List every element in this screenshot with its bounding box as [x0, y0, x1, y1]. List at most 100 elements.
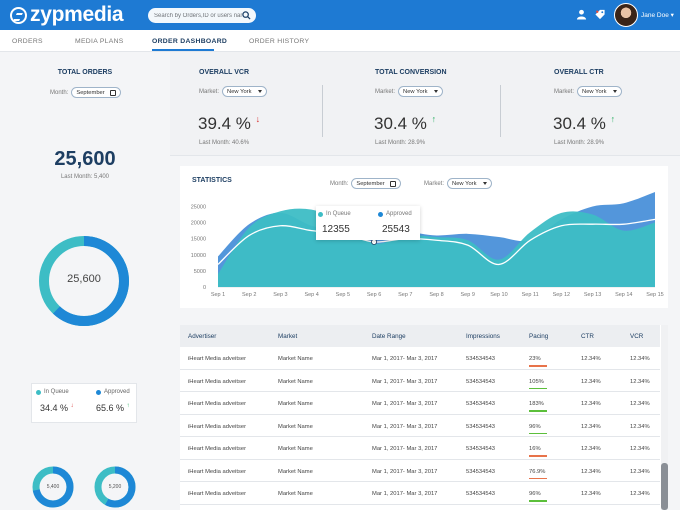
table-row[interactable]: iHeart Media adveitser Market Name Mar 1, …: [180, 347, 660, 370]
queue-percent: 34.4 % ↓: [40, 403, 74, 413]
market-select[interactable]: New York: [222, 86, 267, 97]
user-icon[interactable]: [576, 9, 587, 20]
total-orders-panel: TOTAL ORDERS Month: September 25,600 Las…: [0, 52, 170, 510]
cell-pacing: 105%: [529, 378, 544, 385]
pacing-indicator: [529, 387, 547, 389]
series-area-approved: [218, 208, 655, 287]
tab-order-history[interactable]: ORDER HISTORY: [249, 38, 310, 45]
market-value: New York: [452, 180, 477, 187]
kpi-overall-ctr: OVERALL CTR Market: New York 30.4 % ↑ Las…: [525, 52, 680, 156]
kpi-title: OVERALL VCR: [199, 69, 250, 76]
orders-table: Advertiser Market Date Range Impressions…: [180, 325, 668, 510]
table-row[interactable]: iHeart Media adveitser Market Name Mar 1, …: [180, 415, 660, 437]
trend-down-icon: ↓: [70, 403, 74, 409]
col-market[interactable]: Market: [278, 333, 298, 340]
market-value: New York: [582, 88, 607, 95]
cell-vcr: 12.34%: [630, 356, 650, 362]
cell-ctr: 12.34%: [581, 423, 601, 430]
cell-vcr: 12.34%: [630, 491, 650, 497]
cell-vcr: 12.34%: [630, 401, 650, 407]
tab-media-plans[interactable]: MEDIA PLANS: [75, 38, 124, 45]
cell-advertiser: iHeart Media adveitser: [188, 468, 246, 475]
table-row[interactable]: iHeart Media adveitser Market Name Mar 1, …: [180, 437, 660, 460]
orders-donut: [39, 236, 129, 326]
tab-order-dashboard[interactable]: ORDER DASHBOARD: [152, 38, 228, 45]
kpi-last-month: Last Month: 40.6%: [199, 140, 250, 146]
approved-dot-icon: [378, 211, 383, 217]
col-impressions[interactable]: Impressions: [466, 333, 500, 340]
user-menu[interactable]: Jane Doe ▾: [641, 11, 674, 19]
month-picker[interactable]: September: [351, 178, 401, 189]
table-row[interactable]: iHeart Media adveitser Market Name Mar 1, …: [180, 482, 660, 505]
x-tick-label: Sep 1: [211, 292, 225, 298]
y-tick-label: 0: [203, 285, 206, 291]
month-label: Month:: [50, 89, 69, 96]
table-row[interactable]: iHeart Media adveitser Market Name Mar 1, …: [180, 392, 660, 415]
x-tick-label: Sep 12: [553, 292, 570, 298]
cell-market: Market Name: [278, 378, 313, 385]
market-select[interactable]: New York: [577, 86, 622, 97]
hover-marker[interactable]: [371, 238, 378, 245]
donut-arc: [94, 466, 136, 508]
market-select[interactable]: New York: [447, 178, 492, 189]
chart-tooltip: In Queue Approved 12355 25543: [316, 206, 420, 240]
table-row[interactable]: iHeart Media adveitser Market Name Mar 1, …: [180, 370, 660, 392]
col-advertiser[interactable]: Advertiser: [188, 333, 217, 340]
cell-advertiser: iHeart Media adveitser: [188, 401, 246, 407]
search-box[interactable]: [148, 8, 256, 23]
tab-orders[interactable]: ORDERS: [12, 38, 43, 45]
cell-advertiser: iHeart Media adveitser: [188, 446, 246, 452]
x-tick-label: Sep 8: [429, 292, 443, 298]
kpi-panel: OVERALL VCR Market: New York 39.4 % ↓ Las…: [170, 52, 680, 156]
cell-pacing: 76.9%: [529, 468, 546, 475]
y-tick-label: 5000: [194, 269, 206, 275]
cell-impressions: 534534543: [466, 468, 496, 475]
cell-date: Mar 1, 2017- Mar 3, 2017: [372, 491, 438, 497]
col-date-range[interactable]: Date Range: [372, 333, 406, 340]
queue-approved-card: In Queue Approved 34.4 % ↓ 65.6 % ↑: [31, 383, 137, 423]
cell-market: Market Name: [278, 446, 313, 452]
search-icon[interactable]: [242, 11, 251, 20]
cell-pacing: 96%: [529, 423, 541, 430]
avatar[interactable]: [614, 3, 638, 27]
col-vcr[interactable]: VCR: [630, 333, 644, 340]
table-header: Advertiser Market Date Range Impressions…: [180, 325, 660, 347]
divider: [500, 85, 501, 137]
cell-pacing: 23%: [529, 356, 541, 362]
col-ctr[interactable]: CTR: [581, 333, 594, 340]
active-tab-indicator: [152, 49, 214, 51]
trend-up-icon: ↑: [431, 114, 437, 124]
caret-down-icon: [612, 90, 617, 93]
month-label: Month:: [330, 180, 349, 187]
total-orders-value: 25,600: [54, 148, 116, 170]
chevron-down-icon: ▾: [670, 12, 674, 19]
logo[interactable]: zypmedia: [10, 3, 124, 26]
cell-impressions: 534534543: [466, 401, 496, 407]
cell-vcr: 12.34%: [630, 378, 650, 385]
chart-month-filter: Month: September: [330, 178, 401, 189]
market-label: Market:: [199, 88, 220, 95]
pacing-indicator: [529, 410, 547, 412]
col-pacing[interactable]: Pacing: [529, 333, 549, 340]
month-picker[interactable]: September: [71, 87, 121, 98]
caret-down-icon: [433, 90, 438, 93]
divider: [322, 85, 323, 137]
cell-ctr: 12.34%: [581, 491, 601, 497]
search-input[interactable]: [154, 9, 242, 22]
kpi-title: TOTAL CONVERSION: [375, 69, 447, 76]
total-orders-last-month: Last Month: 5,400: [60, 174, 110, 180]
x-tick-label: Sep 9: [461, 292, 475, 298]
scrollbar-thumb[interactable]: [661, 463, 668, 510]
table-row[interactable]: iHeart Media adveitser Market Name Mar 1, …: [180, 460, 660, 482]
cell-ctr: 12.34%: [581, 446, 601, 452]
orders-donut-label: 25,600: [67, 273, 101, 285]
market-select[interactable]: New York: [398, 86, 443, 97]
scrollbar-track[interactable]: [661, 325, 668, 510]
kpi-title: OVERALL CTR: [554, 69, 604, 76]
calendar-icon: [389, 180, 396, 187]
trend-down-icon: ↓: [255, 114, 261, 124]
calendar-icon: [109, 89, 116, 96]
tooltip-queue-value: 12355: [322, 224, 350, 235]
kpi-total-conversion: TOTAL CONVERSION Market: New York 30.4 % …: [346, 52, 516, 156]
tag-icon[interactable]: [594, 9, 606, 20]
